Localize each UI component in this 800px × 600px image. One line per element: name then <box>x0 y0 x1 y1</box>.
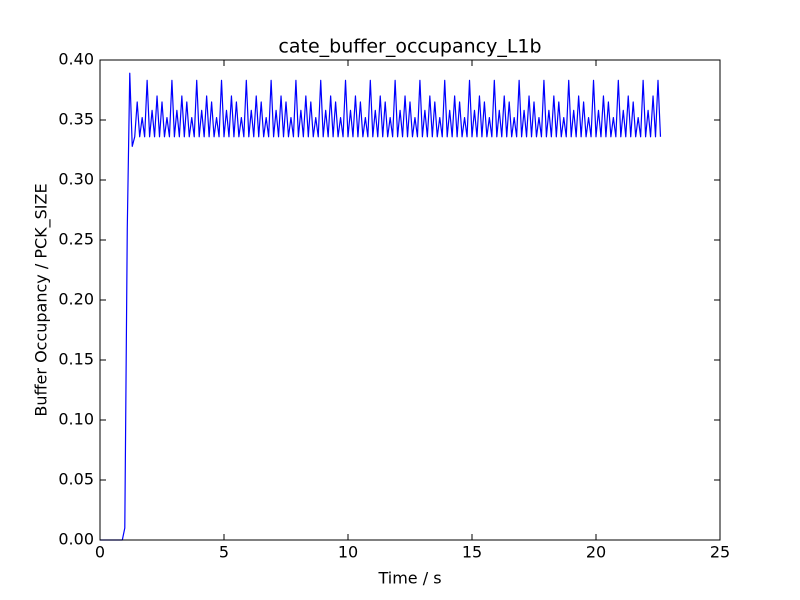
x-tick-label: 20 <box>586 543 606 562</box>
x-axis-label: Time / s <box>377 569 441 588</box>
y-tick-label: 0.00 <box>58 530 94 549</box>
y-tick-label: 0.30 <box>58 170 94 189</box>
y-tick-label: 0.20 <box>58 290 94 309</box>
y-axis-label: Buffer Occupancy / PCK_SIZE <box>32 183 52 416</box>
y-tick-label: 0.40 <box>58 50 94 69</box>
y-tick-label: 0.25 <box>58 230 94 249</box>
data-line <box>100 72 662 541</box>
x-tick-label: 10 <box>338 543 358 562</box>
y-tick-label: 0.15 <box>58 350 94 369</box>
x-tick-label: 15 <box>462 543 482 562</box>
y-tick-label: 0.35 <box>58 110 94 129</box>
plot-frame <box>99 59 721 541</box>
y-tick-label: 0.10 <box>58 410 94 429</box>
y-tick-label: 0.05 <box>58 470 94 489</box>
x-tick-label: 0 <box>95 543 105 562</box>
x-tick-label: 25 <box>710 543 730 562</box>
chart-title: cate_buffer_occupancy_L1b <box>278 36 541 58</box>
x-tick-label: 5 <box>219 543 229 562</box>
